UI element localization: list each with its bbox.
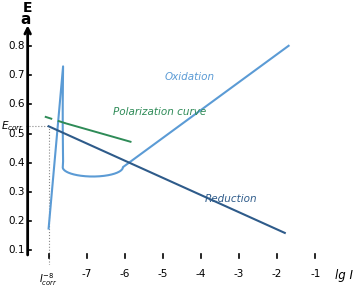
Text: $E_{corr}$: $E_{corr}$ — [1, 119, 25, 133]
Text: 0.2: 0.2 — [8, 216, 25, 226]
Text: Reduction: Reduction — [205, 194, 258, 204]
Text: -5: -5 — [158, 268, 168, 279]
Text: 0.1: 0.1 — [8, 245, 25, 255]
Text: 0.3: 0.3 — [8, 187, 25, 197]
Text: a: a — [20, 12, 30, 27]
Text: Polarization curve: Polarization curve — [113, 107, 207, 117]
Text: Oxidation: Oxidation — [165, 72, 215, 81]
Text: $I^{-8}_{corr}$: $I^{-8}_{corr}$ — [39, 271, 58, 288]
Text: lg I: lg I — [335, 268, 353, 281]
Text: 0.7: 0.7 — [8, 70, 25, 80]
Text: -3: -3 — [234, 268, 244, 279]
Text: -2: -2 — [272, 268, 282, 279]
Text: 0.8: 0.8 — [8, 41, 25, 51]
Text: -7: -7 — [81, 268, 92, 279]
Text: 0.6: 0.6 — [8, 99, 25, 109]
Text: 0.5: 0.5 — [8, 129, 25, 138]
Text: -1: -1 — [310, 268, 320, 279]
Text: 0.4: 0.4 — [8, 158, 25, 168]
Text: -4: -4 — [196, 268, 206, 279]
Text: E: E — [23, 1, 33, 15]
Text: -6: -6 — [120, 268, 130, 279]
